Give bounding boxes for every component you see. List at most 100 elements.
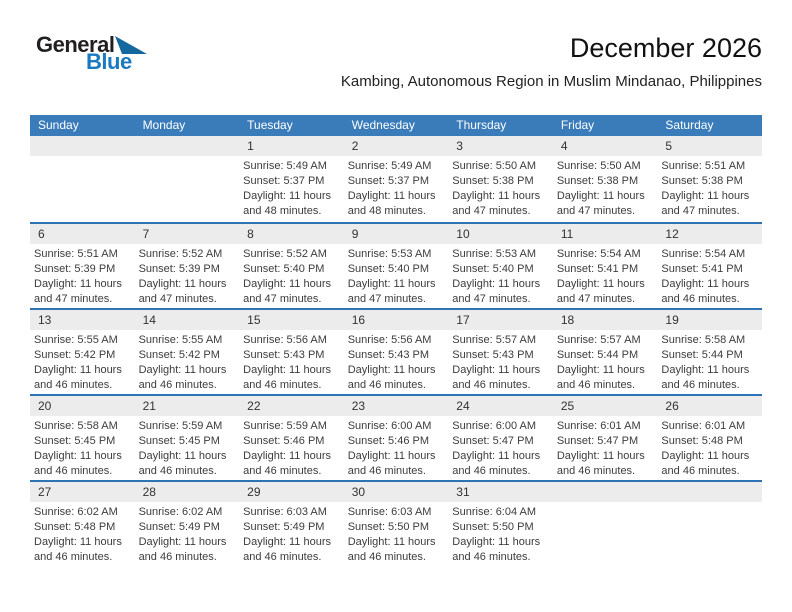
day-cell-24: 24 Sunrise: 6:00 AM Sunset: 5:47 PM Dayligh…	[448, 396, 553, 480]
empty-day-cell	[657, 482, 762, 566]
day-number: 25	[552, 396, 658, 416]
daylight-text: Daylight: 11 hours and 46 minutes.	[34, 364, 122, 391]
sunrise-text: Sunrise: 5:57 AM	[452, 334, 537, 346]
day-details: Sunrise: 5:50 AM Sunset: 5:38 PM Daylight:…	[553, 156, 658, 219]
day-cell-25: 25 Sunrise: 6:01 AM Sunset: 5:47 PM Dayligh…	[552, 396, 658, 480]
sunrise-text: Sunrise: 5:54 AM	[661, 248, 746, 260]
logo-text-general: General	[36, 32, 115, 57]
day-cell-15: 15 Sunrise: 5:56 AM Sunset: 5:43 PM Dayligh…	[239, 310, 344, 394]
sunset-text: Sunset: 5:41 PM	[661, 263, 743, 275]
title-block: December 2026 Kambing, Autonomous Region…	[341, 34, 762, 90]
sunrise-text: Sunrise: 6:03 AM	[347, 506, 432, 518]
sunrise-text: Sunrise: 5:50 AM	[556, 160, 641, 172]
daylight-text: Daylight: 11 hours and 46 minutes.	[452, 450, 541, 477]
sunset-text: Sunset: 5:45 PM	[34, 435, 116, 447]
sunset-text: Sunset: 5:38 PM	[661, 175, 743, 187]
daylight-text: Daylight: 11 hours and 46 minutes.	[243, 536, 331, 563]
day-details: Sunrise: 5:54 AM Sunset: 5:41 PM Daylight:…	[657, 244, 762, 307]
day-cell-27: 27 Sunrise: 6:02 AM Sunset: 5:48 PM Dayligh…	[30, 482, 135, 566]
daylight-text: Daylight: 11 hours and 46 minutes.	[347, 450, 436, 477]
day-cell-30: 30 Sunrise: 6:03 AM Sunset: 5:50 PM Dayligh…	[343, 482, 449, 566]
day-cell-7: 7 Sunrise: 5:52 AM Sunset: 5:39 PM Daylight…	[134, 224, 240, 308]
sunset-text: Sunset: 5:48 PM	[34, 521, 116, 533]
day-cell-17: 17 Sunrise: 5:57 AM Sunset: 5:43 PM Dayligh…	[448, 310, 553, 394]
day-cell-10: 10 Sunrise: 5:53 AM Sunset: 5:40 PM Dayligh…	[448, 224, 553, 308]
day-cell-13: 13 Sunrise: 5:55 AM Sunset: 5:42 PM Dayligh…	[30, 310, 135, 394]
day-number: 14	[134, 310, 240, 330]
day-details: Sunrise: 5:57 AM Sunset: 5:43 PM Daylight:…	[448, 330, 553, 393]
sunrise-text: Sunrise: 5:49 AM	[347, 160, 432, 172]
sunrise-text: Sunrise: 5:59 AM	[138, 420, 223, 432]
week-row-3: 13 Sunrise: 5:55 AM Sunset: 5:42 PM Dayligh…	[30, 308, 762, 394]
sunrise-text: Sunrise: 5:55 AM	[34, 334, 118, 346]
day-cell-19: 19 Sunrise: 5:58 AM Sunset: 5:44 PM Dayligh…	[657, 310, 762, 394]
sunset-text: Sunset: 5:40 PM	[243, 263, 325, 275]
sunrise-text: Sunrise: 5:58 AM	[661, 334, 746, 346]
day-cell-26: 26 Sunrise: 6:01 AM Sunset: 5:48 PM Dayligh…	[657, 396, 762, 480]
general-blue-logo: General Blue	[36, 32, 148, 73]
daylight-text: Daylight: 11 hours and 47 minutes.	[452, 278, 541, 305]
day-number	[657, 482, 762, 502]
weekday-header-row: Sunday Monday Tuesday Wednesday Thursday Frid…	[30, 115, 762, 136]
sunrise-text: Sunrise: 6:03 AM	[243, 506, 327, 518]
day-details: Sunrise: 6:03 AM Sunset: 5:49 PM Daylight:…	[239, 502, 344, 565]
sunrise-text: Sunrise: 6:02 AM	[34, 506, 118, 518]
day-cell-11: 11 Sunrise: 5:54 AM Sunset: 5:41 PM Dayligh…	[552, 224, 658, 308]
day-details: Sunrise: 5:59 AM Sunset: 5:45 PM Daylight:…	[135, 416, 240, 479]
sunset-text: Sunset: 5:49 PM	[243, 521, 325, 533]
logo-triangle-icon	[115, 36, 148, 54]
day-cell-3: 3 Sunrise: 5:50 AM Sunset: 5:38 PM Daylight…	[448, 136, 553, 222]
day-number: 15	[239, 310, 344, 330]
day-number: 29	[239, 482, 344, 502]
sunset-text: Sunset: 5:43 PM	[452, 349, 534, 361]
daylight-text: Daylight: 11 hours and 47 minutes.	[34, 278, 122, 305]
sunset-text: Sunset: 5:37 PM	[347, 175, 430, 187]
day-number: 27	[30, 482, 135, 502]
sunset-text: Sunset: 5:50 PM	[347, 521, 430, 533]
sunset-text: Sunset: 5:43 PM	[243, 349, 325, 361]
day-details: Sunrise: 5:51 AM Sunset: 5:39 PM Daylight:…	[30, 244, 135, 307]
sunrise-text: Sunrise: 5:53 AM	[347, 248, 432, 260]
sunset-text: Sunset: 5:40 PM	[347, 263, 430, 275]
sunset-text: Sunset: 5:38 PM	[452, 175, 534, 187]
sunrise-text: Sunrise: 5:49 AM	[243, 160, 327, 172]
sunset-text: Sunset: 5:37 PM	[243, 175, 325, 187]
day-details: Sunrise: 5:55 AM Sunset: 5:42 PM Daylight:…	[135, 330, 240, 393]
daylight-text: Daylight: 11 hours and 48 minutes.	[347, 190, 436, 217]
empty-day-cell	[134, 136, 240, 222]
day-details: Sunrise: 6:00 AM Sunset: 5:47 PM Daylight:…	[448, 416, 553, 479]
daylight-text: Daylight: 11 hours and 46 minutes.	[661, 278, 750, 305]
calendar: Sunday Monday Tuesday Wednesday Thursday Frid…	[30, 115, 762, 566]
day-number: 3	[448, 136, 553, 156]
day-details: Sunrise: 6:01 AM Sunset: 5:47 PM Daylight:…	[553, 416, 658, 479]
day-details: Sunrise: 5:51 AM Sunset: 5:38 PM Daylight:…	[657, 156, 762, 219]
day-number: 9	[343, 224, 449, 244]
empty-day-cell	[30, 136, 135, 222]
day-number	[552, 482, 658, 502]
sunrise-text: Sunrise: 6:01 AM	[661, 420, 746, 432]
day-number: 4	[552, 136, 658, 156]
day-details: Sunrise: 5:59 AM Sunset: 5:46 PM Daylight:…	[239, 416, 344, 479]
day-number: 2	[343, 136, 449, 156]
day-details: Sunrise: 5:55 AM Sunset: 5:42 PM Daylight:…	[30, 330, 135, 393]
sunset-text: Sunset: 5:44 PM	[661, 349, 743, 361]
daylight-text: Daylight: 11 hours and 47 minutes.	[556, 190, 645, 217]
weekday-label-sunday: Sunday	[38, 118, 79, 132]
sunset-text: Sunset: 5:47 PM	[556, 435, 639, 447]
day-number: 22	[239, 396, 344, 416]
daylight-text: Daylight: 11 hours and 47 minutes.	[661, 190, 750, 217]
daylight-text: Daylight: 11 hours and 46 minutes.	[452, 536, 541, 563]
day-details: Sunrise: 6:00 AM Sunset: 5:46 PM Daylight:…	[344, 416, 449, 479]
day-cell-5: 5 Sunrise: 5:51 AM Sunset: 5:38 PM Daylight…	[657, 136, 762, 222]
sunset-text: Sunset: 5:41 PM	[556, 263, 639, 275]
daylight-text: Daylight: 11 hours and 46 minutes.	[556, 364, 645, 391]
week-row-1: 1 Sunrise: 5:49 AM Sunset: 5:37 PM Daylight…	[30, 136, 762, 222]
day-number: 1	[239, 136, 344, 156]
daylight-text: Daylight: 11 hours and 46 minutes.	[556, 450, 645, 477]
day-details: Sunrise: 5:53 AM Sunset: 5:40 PM Daylight:…	[448, 244, 553, 307]
day-cell-18: 18 Sunrise: 5:57 AM Sunset: 5:44 PM Dayligh…	[552, 310, 658, 394]
sunset-text: Sunset: 5:43 PM	[347, 349, 430, 361]
sunrise-text: Sunrise: 5:56 AM	[243, 334, 327, 346]
sunrise-text: Sunrise: 5:57 AM	[556, 334, 641, 346]
day-details: Sunrise: 5:58 AM Sunset: 5:45 PM Daylight:…	[30, 416, 135, 479]
